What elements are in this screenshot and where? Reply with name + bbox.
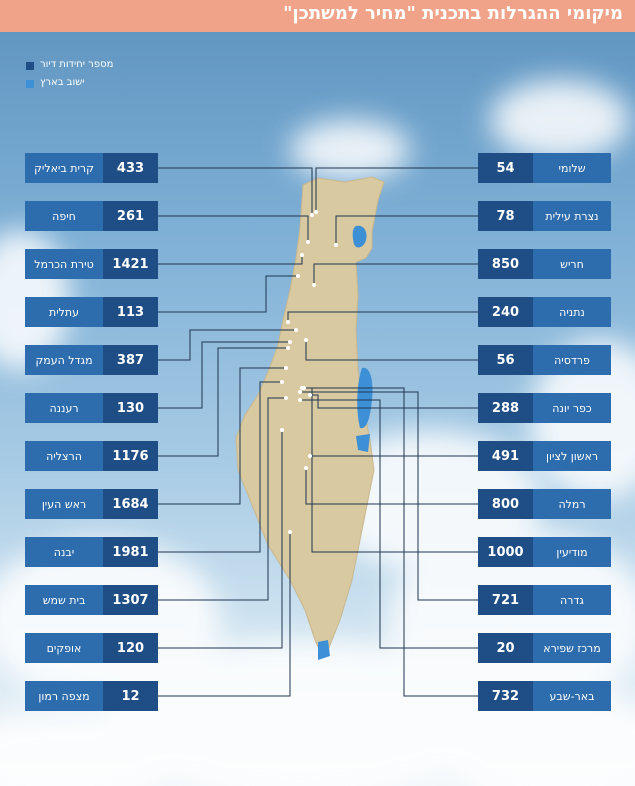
town-label-right: 1000 מודיעין bbox=[478, 537, 611, 567]
header-bar: מיקומי ההגרלות בתכנית "מחיר למשתכן" bbox=[0, 0, 635, 32]
town-label-left: ראש העין 1684 bbox=[25, 489, 158, 519]
unit-count: 288 bbox=[478, 393, 533, 423]
legend-item-town: ישוב בארץ bbox=[26, 76, 136, 94]
town-label-right: 850 חריש bbox=[478, 249, 611, 279]
dead-sea bbox=[357, 367, 373, 429]
unit-count: 1000 bbox=[478, 537, 533, 567]
town-name: ראש העין bbox=[25, 489, 103, 519]
unit-count: 1981 bbox=[103, 537, 158, 567]
page-title: מיקומי ההגרלות בתכנית "מחיר למשתכן" bbox=[283, 3, 623, 24]
town-label-right: 732 באר-שבע bbox=[478, 681, 611, 711]
town-label-left: טירת הכרמל 1421 bbox=[25, 249, 158, 279]
town-name: חיפה bbox=[25, 201, 103, 231]
town-name: קרית ביאליק bbox=[25, 153, 103, 183]
unit-count: 433 bbox=[103, 153, 158, 183]
town-label-left: אופקים 120 bbox=[25, 633, 158, 663]
town-name: בית שמש bbox=[25, 585, 103, 615]
town-name: גדרה bbox=[533, 585, 611, 615]
town-name: עתלית bbox=[25, 297, 103, 327]
town-name: אופקים bbox=[25, 633, 103, 663]
legend-units-label: מספר יחידות דיור bbox=[40, 59, 114, 70]
unit-count: 78 bbox=[478, 201, 533, 231]
town-label-left: קרית ביאליק 433 bbox=[25, 153, 158, 183]
town-name: מודיעין bbox=[533, 537, 611, 567]
unit-count: 1176 bbox=[103, 441, 158, 471]
town-dots bbox=[280, 210, 338, 534]
town-label-left: בית שמש 1307 bbox=[25, 585, 158, 615]
unit-count: 113 bbox=[103, 297, 158, 327]
unit-count: 12 bbox=[103, 681, 158, 711]
town-name: טירת הכרמל bbox=[25, 249, 103, 279]
unit-count: 732 bbox=[478, 681, 533, 711]
town-name: מצפה רמון bbox=[25, 681, 103, 711]
town-name: שלומי bbox=[533, 153, 611, 183]
town-label-left: הרצליה 1176 bbox=[25, 441, 158, 471]
town-label-right: 78 נצרת עילית bbox=[478, 201, 611, 231]
unit-count: 261 bbox=[103, 201, 158, 231]
town-label-right: 54 שלומי bbox=[478, 153, 611, 183]
town-label-left: רעננה 130 bbox=[25, 393, 158, 423]
unit-count: 20 bbox=[478, 633, 533, 663]
town-label-right: 491 ראשון לציון bbox=[478, 441, 611, 471]
connector-lines bbox=[158, 167, 478, 697]
unit-count: 240 bbox=[478, 297, 533, 327]
red-sea bbox=[318, 640, 330, 660]
town-label-right: 56 פרדסיה bbox=[478, 345, 611, 375]
units-swatch-icon bbox=[26, 62, 34, 70]
town-name: מגדל העמק bbox=[25, 345, 103, 375]
town-name: נצרת עילית bbox=[533, 201, 611, 231]
town-swatch-icon bbox=[26, 80, 34, 88]
town-label-right: 288 כפר יונה bbox=[478, 393, 611, 423]
town-label-left: מצפה רמון 12 bbox=[25, 681, 158, 711]
unit-count: 721 bbox=[478, 585, 533, 615]
clouds bbox=[0, 80, 635, 786]
town-name: פרדסיה bbox=[533, 345, 611, 375]
town-name: יבנה bbox=[25, 537, 103, 567]
unit-count: 130 bbox=[103, 393, 158, 423]
town-name: נתניה bbox=[533, 297, 611, 327]
unit-count: 1684 bbox=[103, 489, 158, 519]
unit-count: 56 bbox=[478, 345, 533, 375]
town-name: ראשון לציון bbox=[533, 441, 611, 471]
unit-count: 800 bbox=[478, 489, 533, 519]
town-name: רמלה bbox=[533, 489, 611, 519]
unit-count: 387 bbox=[103, 345, 158, 375]
unit-count: 120 bbox=[103, 633, 158, 663]
town-label-left: מגדל העמק 387 bbox=[25, 345, 158, 375]
town-name: כפר יונה bbox=[533, 393, 611, 423]
town-label-left: יבנה 1981 bbox=[25, 537, 158, 567]
israel-map bbox=[235, 176, 385, 657]
town-name: חריש bbox=[533, 249, 611, 279]
town-name: מרכז שפירא bbox=[533, 633, 611, 663]
town-label-left: חיפה 261 bbox=[25, 201, 158, 231]
dead-sea-south bbox=[356, 434, 370, 452]
unit-count: 1307 bbox=[103, 585, 158, 615]
town-label-right: 800 רמלה bbox=[478, 489, 611, 519]
town-name: הרצליה bbox=[25, 441, 103, 471]
unit-count: 850 bbox=[478, 249, 533, 279]
unit-count: 491 bbox=[478, 441, 533, 471]
town-label-right: 240 נתניה bbox=[478, 297, 611, 327]
legend: מספר יחידות דיור ישוב בארץ bbox=[26, 58, 136, 94]
unit-count: 1421 bbox=[103, 249, 158, 279]
town-name: באר-שבע bbox=[533, 681, 611, 711]
legend-item-units: מספר יחידות דיור bbox=[26, 58, 136, 76]
legend-town-label: ישוב בארץ bbox=[40, 77, 85, 88]
unit-count: 54 bbox=[478, 153, 533, 183]
town-name: רעננה bbox=[25, 393, 103, 423]
sea-of-galilee bbox=[352, 225, 367, 248]
town-label-left: עתלית 113 bbox=[25, 297, 158, 327]
town-label-right: 20 מרכז שפירא bbox=[478, 633, 611, 663]
town-label-right: 721 גדרה bbox=[478, 585, 611, 615]
